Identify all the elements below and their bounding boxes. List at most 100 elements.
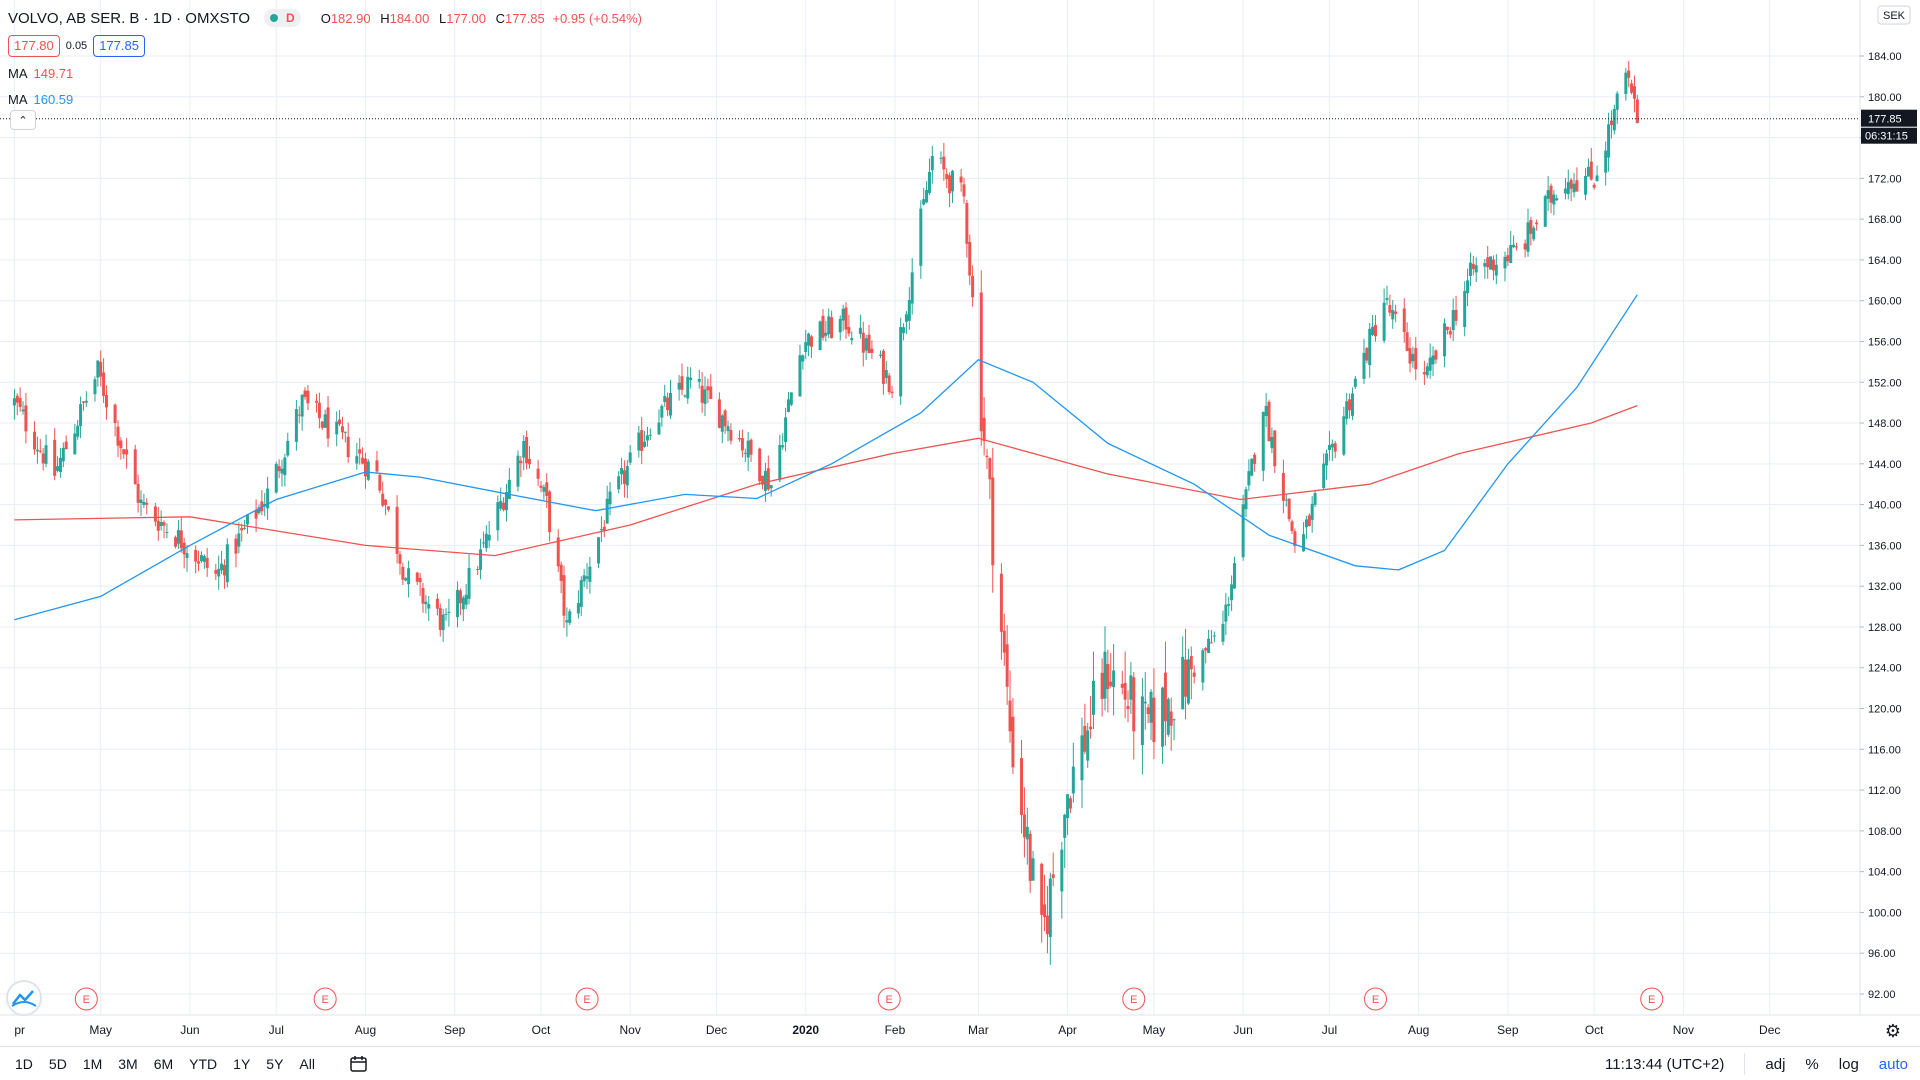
toolbar-divider bbox=[1744, 1053, 1746, 1075]
candle-up bbox=[44, 445, 48, 464]
bid-button[interactable]: 177.80 bbox=[8, 35, 60, 57]
candle-down bbox=[562, 575, 566, 616]
candle-down bbox=[1106, 664, 1110, 689]
earnings-marker[interactable] bbox=[877, 987, 901, 1011]
candle-down bbox=[386, 506, 390, 510]
candle-down bbox=[729, 430, 733, 441]
tradingview-logo-button[interactable] bbox=[6, 980, 42, 1016]
y-tick-label: 168.00 bbox=[1868, 214, 1902, 226]
collapse-legend-button[interactable]: ⌃ bbox=[10, 110, 36, 130]
price-chart[interactable]: 92.00 96.00 100.00 104.00 108.00 112.00 116.00… bbox=[0, 0, 1920, 1046]
percent-toggle[interactable]: % bbox=[1805, 1055, 1819, 1073]
timeframe-5d[interactable]: 5D bbox=[48, 1055, 67, 1072]
candle-up bbox=[56, 466, 60, 471]
countdown-tag bbox=[1861, 127, 1917, 144]
currency-button[interactable] bbox=[1877, 5, 1911, 25]
candle-up bbox=[1025, 826, 1029, 840]
candle-up bbox=[1103, 651, 1107, 699]
candle-down bbox=[1109, 681, 1113, 686]
candle-up bbox=[726, 426, 730, 432]
y-tick-label: 120.00 bbox=[1868, 704, 1902, 716]
candle-down bbox=[809, 336, 813, 347]
candle-up bbox=[841, 308, 845, 321]
candle-down bbox=[153, 506, 157, 522]
settings-gear-icon[interactable]: ⚙ bbox=[1885, 1021, 1901, 1042]
earnings-marker[interactable] bbox=[1122, 987, 1146, 1011]
ask-button[interactable]: 177.85 bbox=[93, 35, 145, 57]
candle-up bbox=[827, 316, 831, 335]
timeframe-1m[interactable]: 1M bbox=[82, 1055, 103, 1072]
low-label: L bbox=[438, 10, 447, 26]
candle-up bbox=[61, 447, 65, 462]
candle-down bbox=[1089, 726, 1093, 730]
candle-up bbox=[907, 299, 911, 321]
timeframe-1y[interactable]: 1Y bbox=[233, 1055, 251, 1072]
candle-down bbox=[1287, 498, 1291, 520]
candle-up bbox=[199, 555, 203, 562]
timeframe-all[interactable]: All bbox=[299, 1055, 315, 1072]
calendar-range-icon[interactable] bbox=[348, 1055, 370, 1073]
candle-down bbox=[125, 449, 129, 455]
candle-down bbox=[1043, 904, 1047, 918]
candle-down bbox=[346, 436, 350, 458]
candle-down bbox=[205, 557, 209, 568]
candle-up bbox=[484, 533, 488, 549]
candle-up bbox=[824, 332, 828, 336]
adj-toggle[interactable]: adj bbox=[1765, 1055, 1786, 1073]
candle-up bbox=[93, 379, 97, 395]
symbol-title[interactable]: VOLVO, AB SER. B · 1D · OMXSTO bbox=[8, 9, 251, 27]
y-tick-label: 140.00 bbox=[1868, 500, 1902, 512]
earnings-marker[interactable] bbox=[1640, 987, 1664, 1011]
candle-down bbox=[1408, 348, 1412, 364]
candle-up bbox=[1468, 262, 1472, 276]
timeframe-3m[interactable]: 3M bbox=[118, 1055, 138, 1072]
candle-up bbox=[1543, 196, 1547, 227]
market-status-badge[interactable]: D bbox=[264, 9, 301, 27]
candle-down bbox=[1189, 656, 1193, 670]
candle-up bbox=[1063, 814, 1067, 838]
candle-up bbox=[565, 620, 569, 623]
candle-up bbox=[922, 199, 926, 205]
y-tick-label: 132.00 bbox=[1868, 581, 1902, 593]
clock-timezone[interactable]: 11:13:44 (UTC+2) bbox=[1605, 1055, 1725, 1073]
earnings-marker[interactable] bbox=[74, 987, 98, 1011]
candle-up bbox=[504, 491, 508, 511]
candle-down bbox=[1005, 644, 1009, 687]
x-tick-label: Jun bbox=[1233, 1023, 1252, 1037]
candle-up bbox=[668, 392, 672, 416]
candle-down bbox=[1448, 330, 1452, 335]
candle-up bbox=[1264, 405, 1268, 417]
candle-up bbox=[1466, 280, 1470, 294]
y-tick-label: 156.00 bbox=[1868, 336, 1902, 348]
candle-down bbox=[1290, 521, 1294, 532]
ma-slow-line bbox=[14, 404, 1638, 557]
currency-label: SEK bbox=[1883, 10, 1906, 22]
candle-down bbox=[1123, 682, 1127, 700]
ma-slow-legend[interactable]: MA 149.71 bbox=[8, 64, 642, 82]
candle-down bbox=[18, 397, 22, 407]
log-toggle[interactable]: log bbox=[1838, 1055, 1859, 1073]
earnings-marker[interactable] bbox=[575, 987, 599, 1011]
candle-up bbox=[1425, 366, 1429, 376]
timeframe-5y[interactable]: 5Y bbox=[266, 1055, 284, 1072]
candle-down bbox=[527, 459, 531, 465]
candle-down bbox=[1549, 185, 1553, 203]
candle-down bbox=[122, 449, 126, 455]
ma-fast-legend[interactable]: MA 160.59 bbox=[8, 90, 642, 108]
earnings-marker[interactable] bbox=[1363, 987, 1387, 1011]
candle-up bbox=[159, 521, 163, 527]
candle-up bbox=[1350, 393, 1354, 416]
candle-up bbox=[1172, 719, 1176, 721]
auto-toggle[interactable]: auto bbox=[1878, 1055, 1908, 1073]
x-tick-label: Dec bbox=[706, 1023, 727, 1037]
timeframe-ytd[interactable]: YTD bbox=[189, 1055, 218, 1072]
candle-up bbox=[1207, 638, 1211, 654]
bottom-toolbar: 1D 5D 1M 3M 6M YTD 1Y 5Y All 11:13:44 (UTC+2) ad… bbox=[0, 1046, 1920, 1080]
candle-down bbox=[706, 386, 710, 391]
candle-up bbox=[798, 355, 802, 397]
timeframe-1d[interactable]: 1D bbox=[15, 1055, 33, 1072]
earnings-marker[interactable] bbox=[313, 987, 337, 1011]
candle-down bbox=[1405, 332, 1409, 351]
timeframe-6m[interactable]: 6M bbox=[153, 1055, 174, 1072]
candle-up bbox=[625, 466, 629, 486]
